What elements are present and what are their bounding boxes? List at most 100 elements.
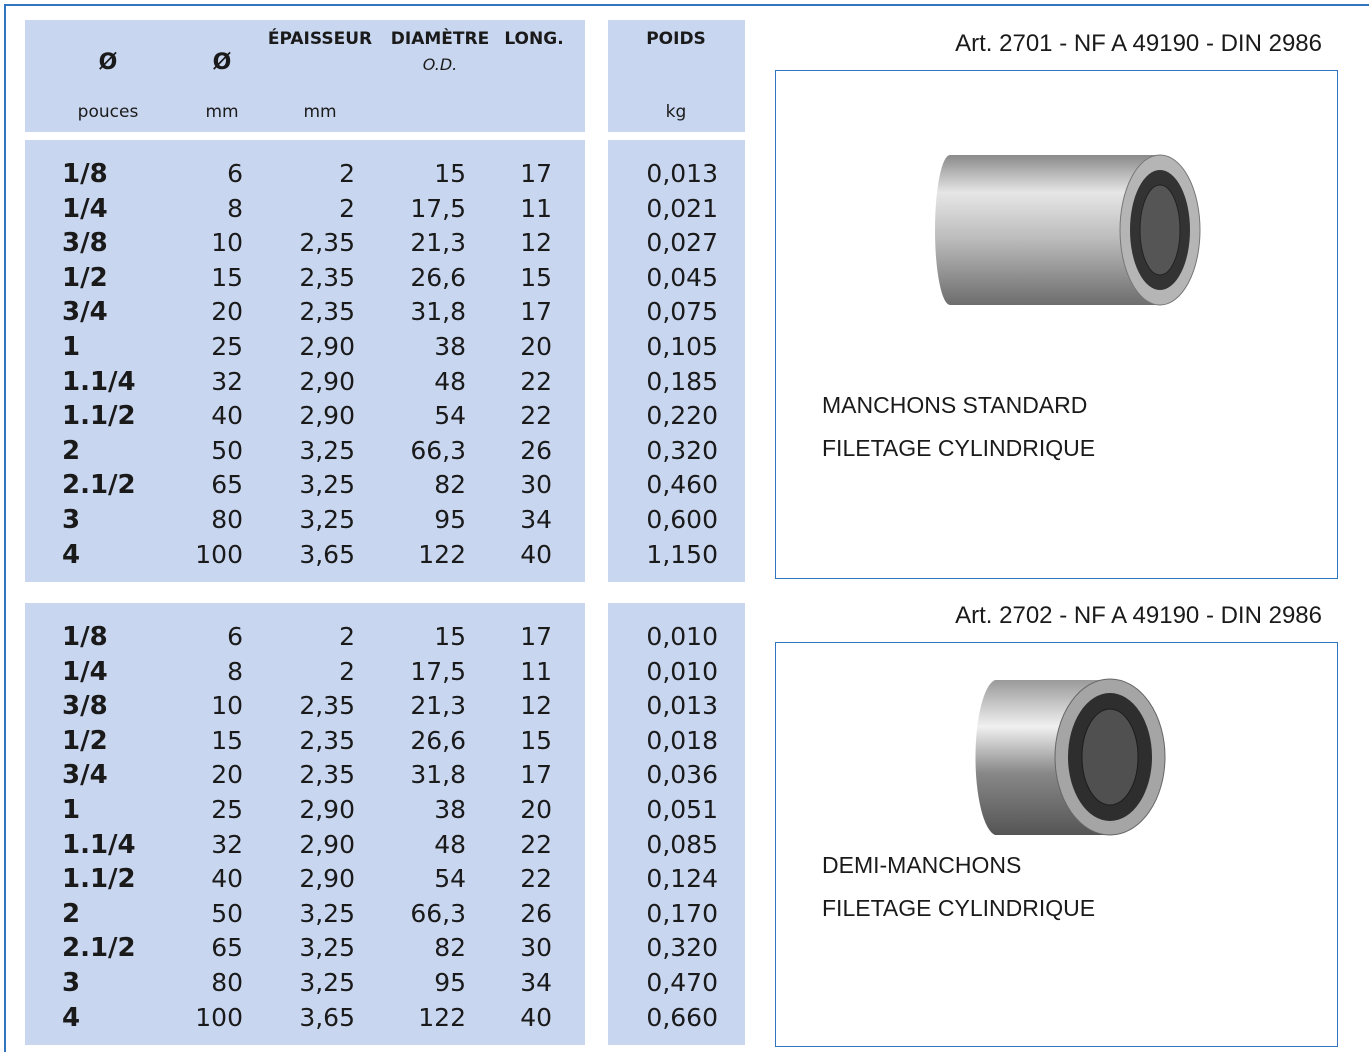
size-inch: 3	[62, 505, 81, 535]
size-inch: 3/8	[62, 228, 108, 259]
size-inch: 1	[62, 332, 81, 362]
cell-value: 2	[339, 622, 355, 651]
column-title: LONG.	[504, 29, 564, 49]
cell-value: 0,185	[646, 366, 718, 396]
cell-value: 0,051	[646, 795, 718, 824]
article-description: FILETAGE CYLINDRIQUE	[822, 435, 1096, 461]
size-inch: 4	[62, 1002, 81, 1033]
cell-value: 26,6	[410, 725, 466, 755]
cell-value: 12	[520, 691, 552, 721]
cell-value: 80	[211, 968, 243, 997]
cell-value: 8	[227, 656, 243, 686]
size-inch: 2.1/2	[62, 470, 136, 501]
cell-value: 34	[520, 505, 552, 534]
cell-value: 20	[520, 332, 552, 361]
cell-value: 0,010	[646, 622, 718, 651]
cell-value: 2	[339, 159, 355, 188]
cell-value: 0,013	[646, 159, 718, 188]
size-inch: 1.1/4	[62, 829, 136, 860]
cell-value: 0,105	[646, 332, 718, 361]
size-inch: 2.1/2	[62, 933, 136, 964]
column-title: Ø	[98, 50, 118, 75]
column-subtitle: O.D.	[422, 55, 458, 74]
cell-value: 0,170	[646, 898, 718, 928]
cell-value: 15	[520, 725, 552, 755]
cell-value: 26	[520, 435, 552, 465]
size-inch: 1/4	[62, 193, 108, 224]
cell-value: 2,90	[299, 795, 355, 824]
cell-value: 50	[211, 435, 243, 465]
size-inch: 1/2	[62, 725, 108, 756]
cell-value: 2	[339, 193, 355, 223]
cell-value: 66,3	[410, 435, 466, 465]
cell-value: 20	[211, 760, 243, 790]
cell-value: 26	[520, 898, 552, 928]
cell-value: 6	[227, 159, 243, 188]
cell-value: 21,3	[410, 691, 466, 721]
cell-value: 25	[211, 332, 243, 361]
cell-value: 30	[520, 933, 552, 963]
cell-value: 100	[195, 539, 243, 569]
column-title: ÉPAISSEUR	[267, 29, 373, 49]
size-inch: 1.1/4	[62, 366, 136, 397]
cell-value: 2,90	[299, 829, 355, 859]
cell-value: 17	[520, 760, 552, 790]
cell-value: 3,25	[299, 968, 355, 997]
column-title: POIDS	[646, 29, 706, 49]
cell-value: 10	[211, 691, 243, 721]
cell-value: 22	[520, 864, 552, 894]
column-unit: mm	[205, 102, 239, 122]
article-title: Art. 2702 - NF A 49190 - DIN 2986	[955, 602, 1322, 629]
cell-value: 17	[520, 159, 552, 188]
cell-value: 15	[211, 262, 243, 292]
product-image	[935, 154, 1201, 306]
cell-value: 3,25	[299, 933, 355, 963]
cell-value: 15	[434, 622, 466, 651]
cell-value: 2	[339, 656, 355, 686]
cell-value: 65	[211, 933, 243, 963]
table-band	[608, 603, 745, 1045]
cell-value: 2,90	[299, 332, 355, 361]
size-inch: 1/2	[62, 262, 108, 293]
column-unit: kg	[665, 102, 687, 122]
cell-value: 38	[434, 332, 466, 361]
table-band	[25, 140, 585, 582]
cell-value: 95	[434, 968, 466, 997]
cell-value: 82	[434, 470, 466, 500]
article-box	[775, 70, 1338, 579]
cell-value: 0,124	[646, 864, 718, 894]
cell-value: 100	[195, 1002, 243, 1032]
article-box	[775, 642, 1338, 1047]
cell-value: 2,35	[299, 262, 355, 292]
cell-value: 17,5	[410, 656, 466, 686]
cell-value: 2,90	[299, 401, 355, 431]
column-unit: mm	[303, 102, 337, 122]
cell-value: 0,021	[646, 193, 718, 223]
size-inch: 1.1/2	[62, 864, 136, 895]
cell-value: 0,320	[646, 933, 718, 963]
cell-value: 0,018	[646, 725, 718, 755]
cell-value: 0,460	[646, 470, 718, 500]
cell-value: 0,010	[646, 656, 718, 686]
cell-value: 2,35	[299, 297, 355, 327]
column-unit: pouces	[77, 102, 139, 122]
article-description: FILETAGE CYLINDRIQUE	[822, 895, 1096, 921]
cell-value: 2,90	[299, 864, 355, 894]
column-title: Ø	[212, 50, 232, 75]
cell-value: 80	[211, 505, 243, 534]
cell-value: 3,65	[299, 1002, 355, 1032]
cell-value: 40	[520, 1002, 552, 1032]
cell-value: 38	[434, 795, 466, 824]
cell-value: 22	[520, 829, 552, 859]
cell-value: 0,220	[646, 401, 718, 431]
cell-value: 3,25	[299, 898, 355, 928]
cell-value: 32	[211, 829, 243, 859]
cell-value: 20	[211, 297, 243, 327]
cell-value: 15	[434, 159, 466, 188]
cell-value: 2,90	[299, 366, 355, 396]
cell-value: 82	[434, 933, 466, 963]
cell-value: 6	[227, 622, 243, 651]
article-description: MANCHONS STANDARD	[822, 392, 1088, 418]
column-title: DIAMÈTRE	[390, 29, 490, 49]
